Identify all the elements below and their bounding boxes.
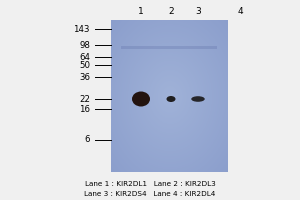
Text: 16: 16 (79, 104, 90, 114)
Text: 4: 4 (237, 7, 243, 16)
Ellipse shape (132, 92, 150, 106)
Text: 50: 50 (79, 60, 90, 70)
Text: 6: 6 (85, 136, 90, 144)
Text: 36: 36 (79, 72, 90, 82)
Text: 1: 1 (138, 7, 144, 16)
Bar (122, 46, 218, 48)
Text: 2: 2 (168, 7, 174, 16)
Text: 22: 22 (79, 95, 90, 104)
Text: 98: 98 (79, 40, 90, 49)
Text: 64: 64 (79, 52, 90, 62)
Text: 3: 3 (195, 7, 201, 16)
Ellipse shape (191, 96, 205, 102)
Text: Lane 1 : KIR2DL1   Lane 2 : KIR2DL3: Lane 1 : KIR2DL1 Lane 2 : KIR2DL3 (85, 181, 215, 187)
Ellipse shape (167, 96, 176, 102)
Text: Lane 3 : KIR2DS4   Lane 4 : KIR2DL4: Lane 3 : KIR2DS4 Lane 4 : KIR2DL4 (84, 191, 216, 197)
Text: 143: 143 (74, 24, 90, 33)
